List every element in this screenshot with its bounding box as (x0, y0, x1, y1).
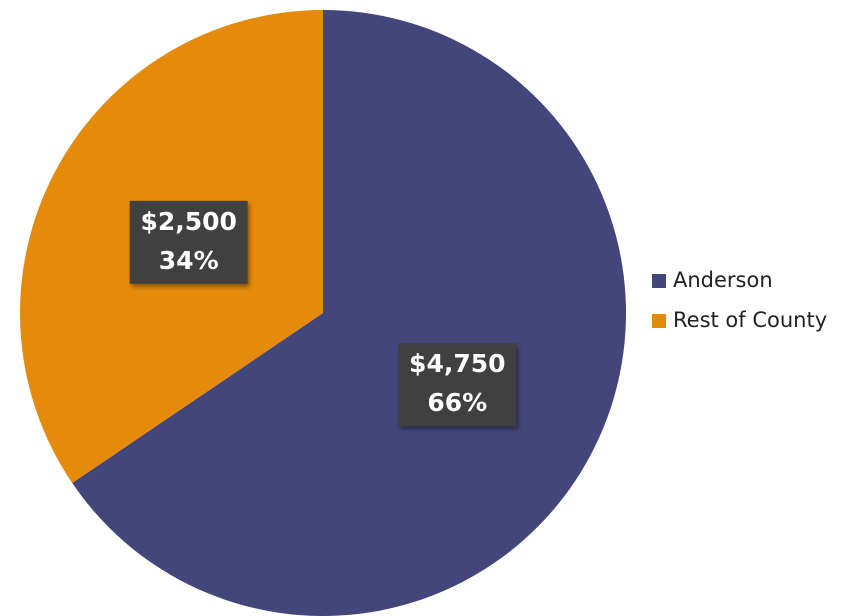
legend-swatch (652, 274, 666, 288)
percent-label: 66% (427, 388, 487, 417)
legend-swatch (652, 314, 666, 328)
pie-slice (72, 10, 627, 616)
value-label: $2,500 (140, 207, 236, 236)
legend-label: Anderson (673, 268, 773, 292)
data-label: $4,750 66% (398, 343, 517, 427)
legend-label: Rest of County (673, 308, 827, 332)
label-box (398, 343, 517, 427)
value-label: $4,750 (409, 349, 505, 378)
percent-label: 34% (159, 246, 219, 275)
data-label: $2,500 34% (129, 200, 248, 284)
label-box (129, 200, 248, 284)
